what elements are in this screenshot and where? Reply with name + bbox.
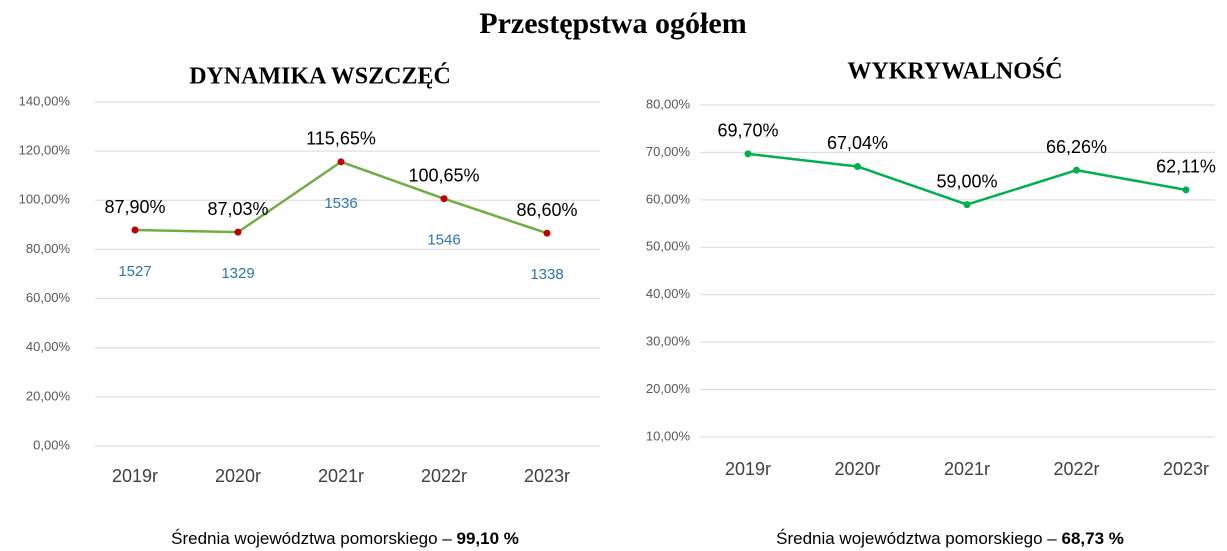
page-title: Przestępstwa ogółem bbox=[479, 7, 746, 40]
data-label: 67,04% bbox=[827, 133, 888, 153]
y-tick-label: 80,00% bbox=[646, 96, 691, 111]
y-tick-label: 40,00% bbox=[26, 339, 71, 354]
data-label: 100,65% bbox=[408, 165, 479, 185]
marker bbox=[963, 201, 971, 209]
x-tick-label: 2020r bbox=[834, 459, 880, 479]
x-tick-label: 2021r bbox=[944, 459, 990, 479]
note: Średnia województwa pomorskiego – 68,73 … bbox=[776, 529, 1124, 548]
marker bbox=[744, 150, 752, 158]
x-tick-label: 2021r bbox=[318, 466, 364, 486]
y-tick-label: 80,00% bbox=[26, 241, 71, 256]
data-label: 115,65% bbox=[306, 129, 376, 149]
data-label: 86,60% bbox=[516, 200, 577, 220]
x-tick-label: 2020r bbox=[215, 466, 261, 486]
y-tick-label: 140,00% bbox=[19, 93, 71, 108]
marker bbox=[337, 158, 345, 166]
marker bbox=[543, 229, 551, 237]
marker bbox=[234, 228, 242, 236]
x-tick-label: 2019r bbox=[725, 459, 771, 479]
note: Średnia województwa pomorskiego – 99,10 … bbox=[171, 529, 519, 548]
data-label: 66,26% bbox=[1046, 137, 1107, 157]
annotation: 1536 bbox=[324, 195, 357, 212]
marker bbox=[131, 226, 139, 234]
y-tick-label: 50,00% bbox=[646, 239, 691, 254]
chart-title: DYNAMIKA WSZCZĘĆ bbox=[189, 63, 451, 90]
x-tick-label: 2019r bbox=[112, 466, 158, 486]
y-tick-label: 40,00% bbox=[646, 286, 691, 301]
x-tick-label: 2023r bbox=[1163, 459, 1209, 479]
y-tick-label: 30,00% bbox=[646, 334, 691, 349]
annotation: 1527 bbox=[118, 263, 151, 280]
y-tick-label: 20,00% bbox=[26, 388, 71, 403]
annotation: 1338 bbox=[530, 266, 563, 283]
annotation: 1546 bbox=[427, 232, 460, 249]
x-tick-label: 2023r bbox=[524, 466, 570, 486]
x-tick-label: 2022r bbox=[421, 466, 467, 486]
marker bbox=[854, 162, 861, 170]
y-tick-label: 120,00% bbox=[19, 143, 71, 158]
y-tick-label: 60,00% bbox=[646, 191, 691, 206]
marker bbox=[440, 195, 448, 203]
data-label: 59,00% bbox=[936, 171, 997, 191]
x-tick-label: 2022r bbox=[1053, 459, 1099, 479]
y-tick-label: 10,00% bbox=[646, 428, 691, 443]
note-text: Średnia województwa pomorskiego – bbox=[776, 529, 1061, 548]
note-value: 99,10 % bbox=[456, 529, 518, 548]
chart-title: WYKRYWALNOŚĆ bbox=[847, 58, 1062, 85]
data-label: 69,70% bbox=[717, 121, 778, 141]
marker bbox=[1182, 186, 1190, 194]
data-label: 87,90% bbox=[104, 197, 165, 217]
note-value: 68,73 % bbox=[1061, 529, 1123, 548]
data-label: 87,03% bbox=[207, 199, 268, 219]
note-text: Średnia województwa pomorskiego – bbox=[171, 529, 456, 548]
y-tick-label: 100,00% bbox=[19, 192, 71, 207]
y-tick-label: 60,00% bbox=[26, 290, 71, 305]
y-tick-label: 70,00% bbox=[646, 144, 691, 159]
annotation: 1329 bbox=[221, 265, 254, 282]
marker bbox=[1073, 166, 1080, 174]
y-tick-label: 0,00% bbox=[33, 437, 70, 452]
data-label: 62,11% bbox=[1156, 157, 1216, 177]
y-tick-label: 20,00% bbox=[646, 381, 691, 396]
